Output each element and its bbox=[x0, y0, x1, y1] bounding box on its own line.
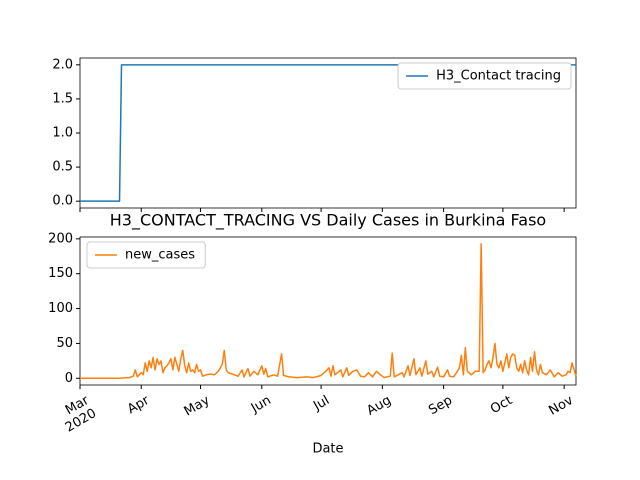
x-axis-label: Date bbox=[312, 442, 343, 457]
axes-frame bbox=[79, 236, 577, 386]
y-tick-label: 0.5 bbox=[52, 160, 73, 175]
legend-label: new_cases bbox=[125, 248, 195, 263]
y-tick-label: 2.0 bbox=[52, 57, 73, 72]
y-tick-label: 0.0 bbox=[52, 194, 73, 209]
y-tick-label: 200 bbox=[48, 231, 73, 246]
y-tick-label: 1.0 bbox=[52, 126, 73, 141]
legend-box bbox=[86, 241, 206, 269]
data-line bbox=[80, 242, 577, 380]
y-tick-label: 150 bbox=[48, 266, 73, 281]
legend-box bbox=[397, 62, 572, 90]
data-line bbox=[80, 64, 576, 202]
y-tick-label: 0 bbox=[65, 371, 73, 386]
legend-label: H3_Contact tracing bbox=[436, 69, 561, 84]
y-tick-label: 1.5 bbox=[52, 91, 73, 106]
y-tick-label: 50 bbox=[56, 336, 73, 351]
y-tick-label: 100 bbox=[48, 301, 73, 316]
axes-frame bbox=[79, 57, 577, 209]
chart-title: H3_CONTACT_TRACING VS Daily Cases in Bur… bbox=[110, 211, 546, 231]
